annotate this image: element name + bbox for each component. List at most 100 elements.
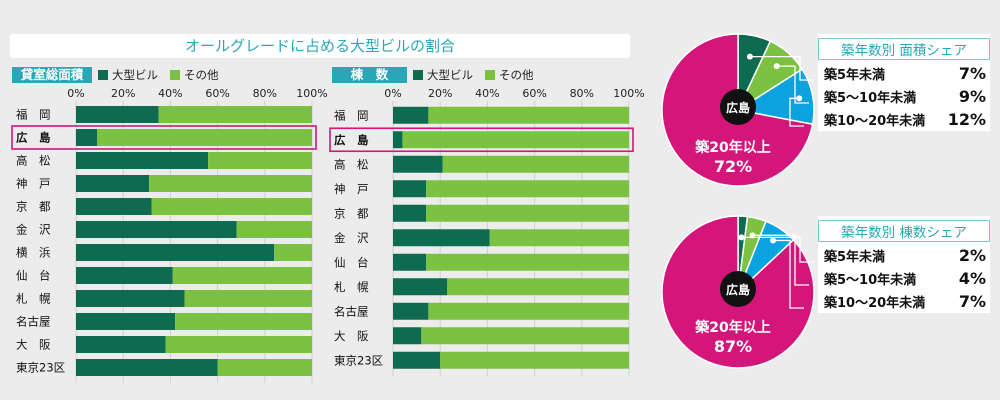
tick-label-count: 100% xyxy=(613,87,644,100)
tick-label-count: 60% xyxy=(522,87,546,100)
category-label-area: 仙 台 xyxy=(16,269,51,283)
category-label-count: 札 幌 xyxy=(334,280,369,294)
category-label-area: 神 戸 xyxy=(16,177,51,191)
center-label-count: 広島 xyxy=(726,282,750,297)
share-value: 7% xyxy=(958,64,986,83)
bar-other-count xyxy=(421,327,629,345)
category-label-count: 東京23区 xyxy=(334,353,383,367)
main-label-area: 築20年以上 xyxy=(694,139,770,156)
share-row: 築5年未満 2% xyxy=(818,244,990,267)
center-badge-area xyxy=(720,89,756,125)
bar-other-count xyxy=(447,278,629,296)
leader-line-count xyxy=(773,239,804,309)
bar-large-area xyxy=(76,267,173,284)
bar-other-count xyxy=(428,106,629,124)
bar-large-area xyxy=(76,359,218,376)
legend-area: 大型ビル その他 xyxy=(98,67,219,83)
leader-dot-count xyxy=(749,232,756,239)
bar-other-area xyxy=(208,152,312,169)
bar-large-count xyxy=(393,229,490,247)
leader-dot-count xyxy=(738,234,745,241)
bar-large-area xyxy=(76,336,166,353)
category-label-area: 高 松 xyxy=(16,154,51,168)
bar-other-area xyxy=(236,221,312,238)
tick-label-area: 20% xyxy=(111,87,135,100)
main-label-count: 築20年以上 xyxy=(694,319,770,336)
leader-line-area xyxy=(789,97,804,127)
legend-swatch-other xyxy=(170,70,180,80)
bar-large-area xyxy=(76,129,98,146)
tick-label-area: 40% xyxy=(158,87,182,100)
bar-other-count xyxy=(440,351,629,369)
highlight-box-area xyxy=(11,125,317,150)
tick-label-area: 0% xyxy=(67,87,84,100)
leader-line-area xyxy=(776,65,809,104)
bar-other-area xyxy=(172,267,312,284)
bar-large-count xyxy=(393,131,403,149)
tick-label-count: 40% xyxy=(475,87,499,100)
category-label-count: 広 島 xyxy=(334,133,369,147)
legend-label-large: 大型ビル xyxy=(112,68,158,82)
category-label-area: 京 都 xyxy=(16,200,51,214)
share-label: 築5年未満 xyxy=(824,68,886,83)
bar-large-count xyxy=(393,302,429,320)
bar-other-area xyxy=(175,313,312,330)
share-label: 築5～10年未満 xyxy=(824,91,917,106)
share-row: 築5年未満 7% xyxy=(818,62,990,85)
category-label-count: 京 都 xyxy=(334,206,369,220)
legend-label-large-2: 大型ビル xyxy=(427,68,473,82)
bar-other-count xyxy=(426,180,629,198)
leader-dot-count xyxy=(770,237,777,244)
tick-label-count: 80% xyxy=(570,87,594,100)
leader-dot-area xyxy=(773,63,780,70)
share-box-count: 築年数別 棟数シェア 築5年未満 2% 築5～10年未満 4% 築10～20年未満 7… xyxy=(818,216,990,313)
bar-other-area xyxy=(274,244,312,261)
legend-swatch-other-2 xyxy=(485,70,495,80)
main-value-area: 72% xyxy=(714,157,752,176)
category-label-count: 福 岡 xyxy=(334,108,369,122)
center-badge-count xyxy=(720,271,756,307)
share-row: 築5～10年未満 9% xyxy=(818,85,990,108)
bar-large-count xyxy=(393,106,429,124)
bar-large-area xyxy=(76,106,159,123)
category-label-area: 金 沢 xyxy=(16,223,51,237)
share-value: 7% xyxy=(958,292,986,311)
share-label: 築5年未満 xyxy=(824,250,886,265)
category-label-count: 大 阪 xyxy=(334,329,369,343)
category-label-area: 東京23区 xyxy=(16,361,65,375)
share-title-area: 築年数別 面積シェア xyxy=(818,38,990,60)
bar-large-count xyxy=(393,155,443,173)
bar-large-area xyxy=(76,244,275,261)
share-label: 築10～20年未満 xyxy=(824,114,926,129)
share-row: 築10～20年未満 7% xyxy=(818,290,990,313)
category-label-count: 高 松 xyxy=(334,157,369,171)
tick-label-area: 60% xyxy=(205,87,229,100)
tick-label-count: 0% xyxy=(384,87,401,100)
bar-other-area xyxy=(149,175,312,192)
leader-line-count xyxy=(741,236,814,263)
category-label-area: 名古屋 xyxy=(16,315,51,329)
share-value: 2% xyxy=(958,246,986,265)
bar-large-count xyxy=(393,327,422,345)
category-label-area: 横 浜 xyxy=(16,246,51,260)
legend-swatch-large-2 xyxy=(413,70,423,80)
category-label-count: 金 沢 xyxy=(334,231,369,245)
bar-large-area xyxy=(76,152,209,169)
bar-other-area xyxy=(151,198,312,215)
bar-other-count xyxy=(442,155,629,173)
share-title-count: 築年数別 棟数シェア xyxy=(818,220,990,242)
bar-large-count xyxy=(393,204,427,222)
leader-dot-area xyxy=(746,53,753,60)
legend-swatch-large xyxy=(98,70,108,80)
bar-large-area xyxy=(76,290,185,307)
bar-large-count xyxy=(393,351,441,369)
bar-other-count xyxy=(489,229,629,247)
leader-line-count xyxy=(752,234,809,286)
main-value-count: 87% xyxy=(714,337,752,356)
category-label-area: 札 幌 xyxy=(16,292,51,306)
panel-title-count: 棟 数 xyxy=(332,67,407,83)
bar-other-count xyxy=(402,131,629,149)
tick-label-count: 20% xyxy=(428,87,452,100)
tick-label-area: 80% xyxy=(253,87,277,100)
legend-label-other-2: その他 xyxy=(499,68,534,82)
